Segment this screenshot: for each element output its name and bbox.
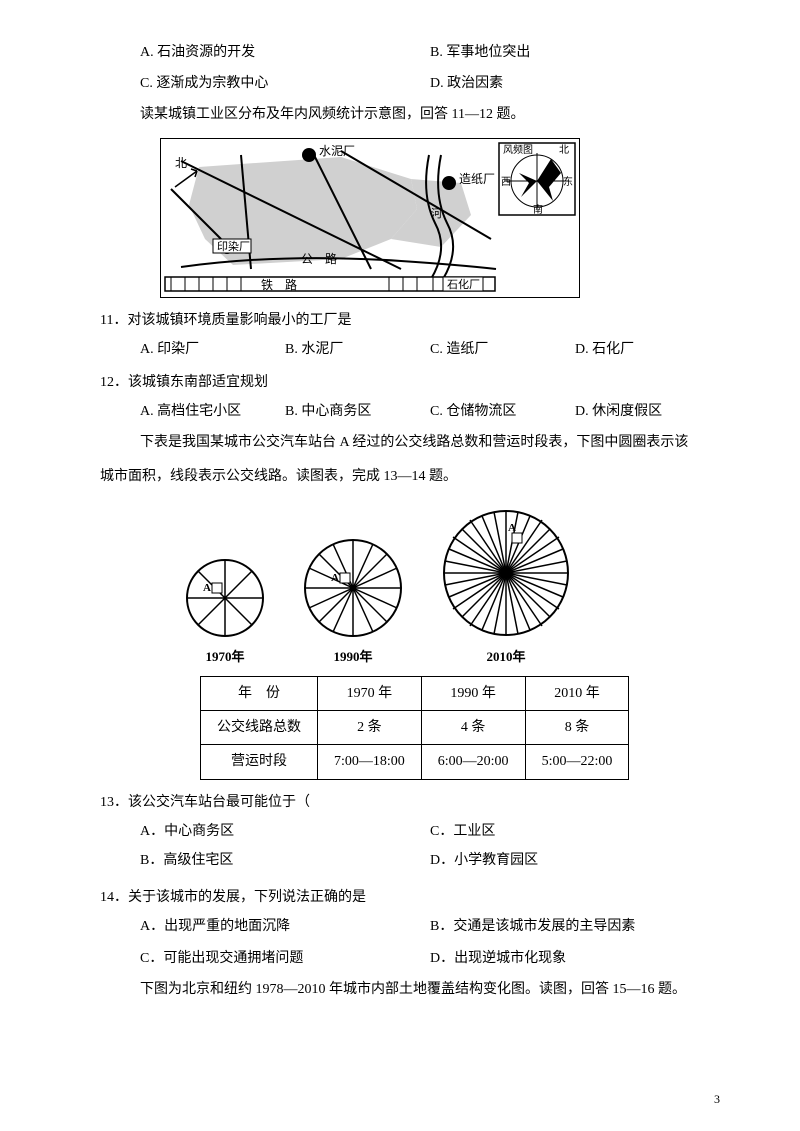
q14-options-row2: C．可能出现交通拥堵问题 D．出现逆城市化现象 (140, 946, 720, 971)
q11-stem: 11．对该城镇环境质量影响最小的工厂是 (100, 308, 720, 333)
q11-options: A. 印染厂 B. 水泥厂 C. 造纸厂 D. 石化厂 (140, 337, 720, 362)
q14-opt-a: A．出现严重的地面沉降 (140, 914, 430, 939)
circle-1970-svg: A (180, 553, 270, 643)
q12-stem: 12．该城镇东南部适宜规划 (100, 370, 720, 395)
q10-opt-a: A. 石油资源的开发 (140, 40, 430, 65)
q13-opt-d: D．小学教育园区 (430, 848, 720, 873)
td: 6:00—20:00 (421, 745, 525, 779)
q13-opt-c: C．工业区 (430, 819, 720, 844)
map-dye-label: 印染厂 (217, 239, 250, 253)
map-river-label: 河 (431, 207, 442, 220)
td: 8 条 (525, 711, 629, 745)
table-row: 营运时段 7:00—18:00 6:00—20:00 5:00—22:00 (201, 745, 629, 779)
q14-stem: 14．关于该城市的发展，下列说法正确的是 (100, 885, 720, 910)
q13-opt-a: A．中心商务区 (140, 819, 430, 844)
circle-2010: A 2010年 (436, 503, 576, 668)
bus-table: 年 份 1970 年 1990 年 2010 年 公交线路总数 2 条 4 条 … (200, 676, 629, 780)
td: 营运时段 (201, 745, 318, 779)
q13-stem: 13．该公交汽车站台最可能位于（ (100, 790, 720, 815)
map-north-label: 北 (175, 156, 187, 170)
q10-opt-b: B. 军事地位突出 (430, 40, 720, 65)
map-rail-label: 铁 路 (261, 277, 297, 292)
q12-opt-a: A. 高档住宅小区 (140, 399, 285, 424)
q12-opt-c: C. 仓储物流区 (430, 399, 575, 424)
td: 2 条 (318, 711, 422, 745)
circles-figure: A 1970年 A 1990年 (180, 503, 720, 668)
circle-1990: A 1990年 (298, 533, 408, 668)
th-2010: 2010 年 (525, 677, 629, 711)
th-1990: 1990 年 (421, 677, 525, 711)
svg-text:A: A (508, 522, 516, 534)
intro-map: 读某城镇工业区分布及年内风频统计示意图，回答 11—12 题。 (140, 102, 720, 127)
map-petro-label: 石化厂 (447, 277, 480, 291)
q14-opt-c: C．可能出现交通拥堵问题 (140, 946, 430, 971)
q13-opt-b: B．高级住宅区 (140, 848, 430, 873)
circle-2010-label: 2010年 (436, 645, 576, 668)
circle-2010-svg: A (436, 503, 576, 643)
wind-south: 南 (533, 203, 543, 216)
td: 5:00—22:00 (525, 745, 629, 779)
th-year: 年 份 (201, 677, 318, 711)
q11-opt-b: B. 水泥厂 (285, 337, 430, 362)
wind-east: 东 (563, 175, 573, 188)
map-figure: 北 水泥厂 造纸厂 印染厂 石化厂 河 公 路 铁 路 风频图 北 西 东 南 (160, 138, 580, 298)
q14-opt-d: D．出现逆城市化现象 (430, 946, 720, 971)
table-row: 年 份 1970 年 1990 年 2010 年 (201, 677, 629, 711)
svg-text:A: A (203, 582, 211, 594)
th-1970: 1970 年 (318, 677, 422, 711)
map-cement-label: 水泥厂 (319, 144, 355, 158)
map-paper-label: 造纸厂 (459, 172, 495, 186)
q14-opt-b: B．交通是该城市发展的主导因素 (430, 914, 720, 939)
q10-options-row2: C. 逐渐成为宗教中心 D. 政治因素 (140, 71, 720, 96)
q11-opt-c: C. 造纸厂 (430, 337, 575, 362)
map-road-label: 公 路 (301, 251, 337, 266)
wind-west: 西 (501, 177, 511, 188)
page-number: 3 (714, 1089, 720, 1111)
svg-text:A: A (331, 572, 339, 584)
circle-1970: A 1970年 (180, 553, 270, 668)
q14-options-row1: A．出现严重的地面沉降 B．交通是该城市发展的主导因素 (140, 914, 720, 939)
q10-opt-d: D. 政治因素 (430, 71, 720, 96)
intro-bus1: 下表是我国某城市公交汽车站台 A 经过的公交线路总数和营运时段表，下图中圆圈表示… (140, 430, 720, 455)
q12-opt-b: B. 中心商务区 (285, 399, 430, 424)
wind-title: 风频图 (503, 143, 533, 156)
td: 公交线路总数 (201, 711, 318, 745)
q11-opt-d: D. 石化厂 (575, 337, 720, 362)
q13-options: A．中心商务区 B．高级住宅区 C．工业区 D．小学教育园区 (140, 819, 720, 877)
q10-opt-c: C. 逐渐成为宗教中心 (140, 71, 430, 96)
circle-1990-label: 1990年 (298, 645, 408, 668)
intro-bus2: 城市面积，线段表示公交线路。读图表，完成 13—14 题。 (100, 464, 720, 489)
map-svg: 北 水泥厂 造纸厂 印染厂 石化厂 河 公 路 铁 路 风频图 北 西 东 南 (161, 139, 579, 297)
circle-1990-svg: A (298, 533, 408, 643)
q11-opt-a: A. 印染厂 (140, 337, 285, 362)
td: 7:00—18:00 (318, 745, 422, 779)
q12-opt-d: D. 休闲度假区 (575, 399, 720, 424)
q12-options: A. 高档住宅小区 B. 中心商务区 C. 仓储物流区 D. 休闲度假区 (140, 399, 720, 424)
table-row: 公交线路总数 2 条 4 条 8 条 (201, 711, 629, 745)
q10-options-row1: A. 石油资源的开发 B. 军事地位突出 (140, 40, 720, 65)
intro-last: 下图为北京和纽约 1978—2010 年城市内部土地覆盖结构变化图。读图，回答 … (140, 977, 720, 1002)
circle-1970-label: 1970年 (180, 645, 270, 668)
wind-north: 北 (559, 144, 569, 156)
td: 4 条 (421, 711, 525, 745)
